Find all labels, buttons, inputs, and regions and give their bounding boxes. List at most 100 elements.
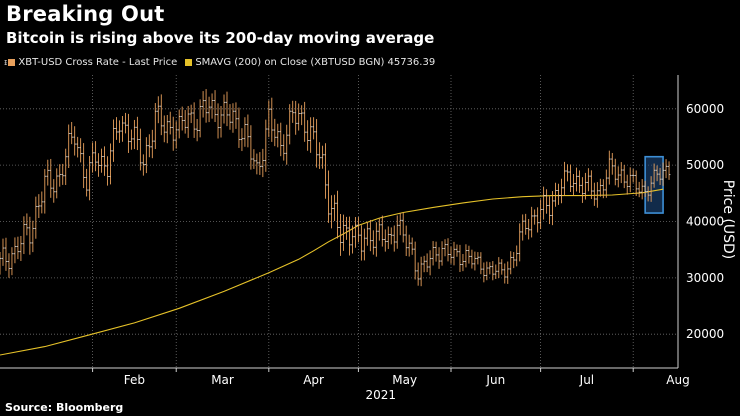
price-bar [422,255,426,273]
price-bar [234,102,238,129]
price-bar [566,164,569,182]
price-bar [500,259,504,275]
x-tick-label: Jul [579,373,594,387]
y-tick-label: 40000 [686,215,724,229]
price-bar [512,252,516,269]
price-bar [43,169,47,214]
chart-title: Breaking Out [6,2,165,26]
legend-value-sma: 45736.39 [387,57,436,68]
price-bar [374,222,378,257]
price-bar [46,159,50,186]
price-bar [569,164,572,193]
x-tick-label: Aug [666,373,689,387]
price-bar [419,256,423,287]
price-bar [121,115,124,142]
price-bar [536,207,540,233]
price-bar [443,239,447,257]
price-bar [55,168,59,199]
price-bar [61,163,65,185]
price-bar [144,137,148,174]
price-bar [282,134,286,161]
axes: 20000 30000 40000 50000 60000 Feb Mar Apr May Jun… [0,75,736,402]
price-bar [488,262,492,275]
price-bar [413,241,417,280]
price-bar [130,129,133,150]
price-bar [649,176,653,202]
price-bar [360,225,363,261]
price-bar [312,117,316,140]
price-bar [631,168,635,183]
price-bar [351,225,354,254]
price-bar [0,252,2,275]
price-bar [589,170,593,200]
price-bar [204,89,208,123]
price-bar [165,114,169,144]
price-bar [440,241,444,266]
legend-item-sma: SMAVG (200) on Close (XBTUSD BGN) 45736.… [185,57,435,68]
price-bar [652,163,656,188]
legend-label-sma: SMAVG (200) on Close (XBTUSD BGN) [195,57,385,68]
price-bar [4,237,8,271]
price-bar [431,241,435,266]
price-bar [425,253,429,273]
price-bar [449,246,453,264]
price-bar [365,222,369,246]
price-bar [300,105,304,126]
price-bar [138,128,142,171]
price-bar [428,250,432,276]
price-bar [285,124,289,165]
price-bar [470,249,474,269]
price-bar [345,216,348,240]
price-bar [473,251,477,271]
price-bar [434,241,438,262]
price-bar [228,104,232,130]
price-bar [464,244,468,268]
price-bar [554,182,557,207]
price-bar [658,167,662,185]
price-bar [64,148,68,185]
x-tick-label: May [392,373,417,387]
price-bar [79,138,83,163]
price-bar [494,264,498,279]
price-bar [225,91,229,127]
price-bar [88,156,92,201]
price-bar [70,121,74,145]
price-bar [613,158,617,186]
price-bar [19,235,23,261]
price-bar [82,143,86,189]
price-bar [52,179,56,203]
price-bar [195,118,199,142]
price-bar [539,199,543,230]
price-bar [216,103,220,139]
price-bar [377,218,381,241]
price-bar [189,104,193,124]
price-bar [506,261,510,284]
price-bar [28,216,32,255]
price-bar [479,252,483,275]
price-bar [616,166,620,188]
price-bar [518,223,522,262]
price-bar [416,262,420,286]
y-tick-label: 20000 [686,327,724,341]
price-bar [127,113,130,153]
legend-label-price: XBT-USD Cross Rate - Last Price [18,57,178,68]
price-bar [297,103,301,131]
price-bar [67,124,71,168]
price-bar [103,146,106,176]
price-bar [10,247,14,276]
price-bar [270,97,274,142]
legend-item-price: ᵻ XBT-USD Cross Rate - Last Price [4,57,177,68]
price-bar [578,170,581,193]
price-bar [527,219,531,240]
price-bar [628,167,632,193]
price-bar [94,141,97,172]
price-bar [637,181,641,198]
price-bar [572,174,575,196]
price-bar [261,148,265,178]
price-bar [267,100,271,138]
price-bar [640,179,644,200]
price-bar [237,107,241,148]
price-bar [315,119,318,168]
price-bar [586,168,590,192]
